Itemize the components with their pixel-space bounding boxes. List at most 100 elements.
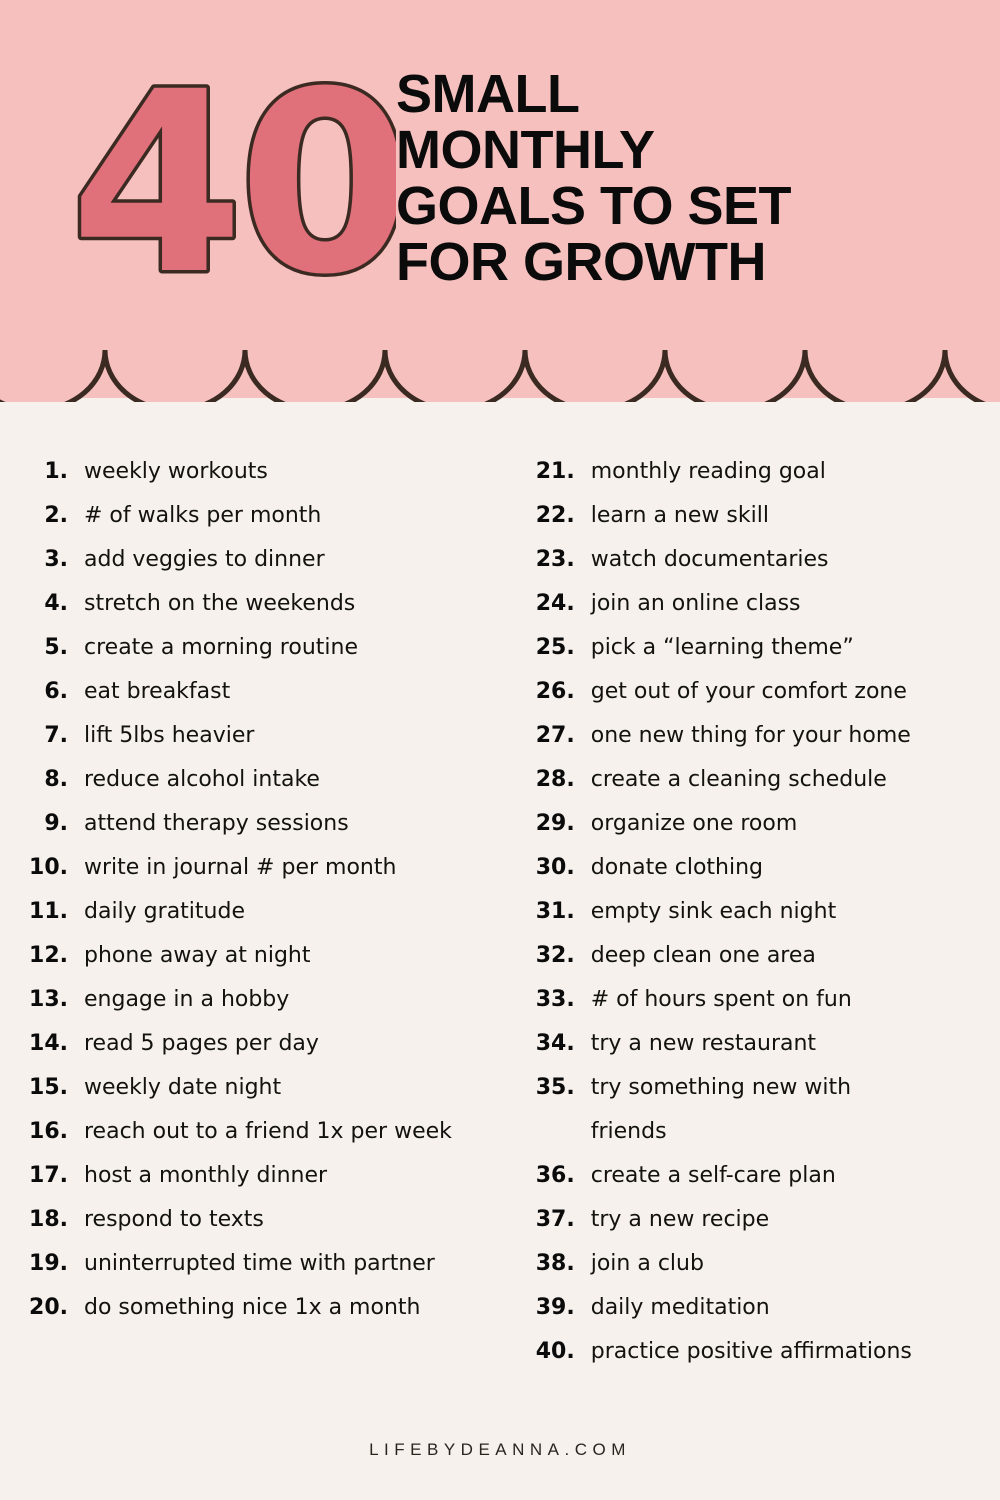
goal-label: respond to texts [84,1207,264,1232]
goal-number: 4. [44,591,68,616]
goal-item: 39. daily meditation [525,1286,1000,1330]
goal-label: watch documentaries [590,547,829,572]
footer-website[interactable]: LIFEBYDEANNA.COM [369,1440,631,1459]
goal-number: 7. [44,723,68,748]
title-line-4: FOR GROWTH [396,232,766,292]
goal-number: 12. [29,943,68,968]
header-banner: 40 SMALL MONTHLY GOALS TO SET FOR GROWTH [0,0,1000,402]
goal-label: weekly workouts [84,459,268,484]
big-number-40: 40 [66,62,397,312]
goal-number: 18. [29,1207,68,1232]
goal-item: 21. monthly reading goal [525,450,1000,494]
goal-number: 40. [535,1339,575,1364]
goal-item: 7. lift 5lbs heavier [18,714,509,758]
goal-item: 15. weekly date night [18,1066,509,1110]
goal-number: 20. [29,1295,68,1320]
goal-label: one new thing for your home [590,723,911,748]
goals-column-left: 1. weekly workouts 2. # of walks per month 3… [0,398,509,1330]
goal-item: 16. reach out to a friend 1x per week [18,1110,509,1154]
goal-label: learn a new skill [590,503,769,528]
goal-label: deep clean one area [590,943,816,968]
goal-label: try a new recipe [590,1207,770,1232]
goal-number: 34. [535,1031,575,1056]
goal-label: join a club [590,1251,704,1276]
goal-number: 32. [535,943,575,968]
goal-number: 6. [44,679,68,704]
goal-label: read 5 pages per day [84,1031,319,1056]
goal-item: 6. eat breakfast [18,670,509,714]
goal-number: 25. [535,635,575,660]
goal-label: create a cleaning schedule [590,767,887,792]
goal-item: 9. attend therapy sessions [18,802,509,846]
goal-label: uninterrupted time with partner [84,1251,435,1276]
goal-number: 10. [29,855,68,880]
goal-label: join an online class [590,591,801,616]
goal-item: 34. try a new restaurant [525,1022,1000,1066]
goal-item: 20. do something nice 1x a month [18,1286,509,1330]
title-line-3: GOALS TO SET [396,176,792,236]
goal-item: 1. weekly workouts [18,450,509,494]
goal-item: 18. respond to texts [18,1198,509,1242]
goals-column-right: 21. monthly reading goal 22. learn a new sk… [509,398,1000,1374]
goal-label: write in journal # per month [84,855,397,880]
goal-item: 5. create a morning routine [18,626,509,670]
goal-label: create a morning routine [84,635,358,660]
goal-label: stretch on the weekends [84,591,356,616]
goal-number: 1. [44,459,68,484]
goal-number: 8. [44,767,68,792]
goal-number: 3. [44,547,68,572]
goal-item: 19. uninterrupted time with partner [18,1242,509,1286]
goal-number: 27. [535,723,575,748]
goal-item: 14. read 5 pages per day [18,1022,509,1066]
goal-label: do something nice 1x a month [84,1295,421,1320]
goal-label: lift 5lbs heavier [84,723,255,748]
goal-label: eat breakfast [84,679,231,704]
goal-label: create a self-care plan [590,1163,836,1188]
goal-label: daily meditation [590,1295,770,1320]
goal-item: 38. join a club [525,1242,1000,1286]
goal-number: 24. [535,591,575,616]
goal-number: 30. [535,855,575,880]
big-number-glyph: 40 [70,62,396,312]
goal-label: get out of your comfort zone [590,679,907,704]
goal-item: 29. organize one room [525,802,1000,846]
goal-item: 23. watch documentaries [525,538,1000,582]
goal-label: # of walks per month [84,503,322,528]
scallop-divider [0,342,1000,402]
goal-item: 37. try a new recipe [525,1198,1000,1242]
goal-item: 28. create a cleaning schedule [525,758,1000,802]
goal-label: engage in a hobby [84,987,290,1012]
goal-number: 14. [29,1031,68,1056]
goal-item: 4. stretch on the weekends [18,582,509,626]
goal-label: add veggies to dinner [84,547,325,572]
goal-number: 2. [44,503,68,528]
goal-label: host a monthly dinner [84,1163,328,1188]
goal-label: practice positive affirmations [590,1339,912,1364]
goal-number: 17. [29,1163,68,1188]
goal-item: 13. engage in a hobby [18,978,509,1022]
goal-number: 39. [535,1295,575,1320]
goal-label: attend therapy sessions [84,811,349,836]
goal-label: try a new restaurant [590,1031,817,1056]
goal-label: daily gratitude [84,899,245,924]
goal-number: 29. [535,811,575,836]
goal-number: 33. [535,987,575,1012]
goal-number: 19. [29,1251,68,1276]
title-line-2: MONTHLY [396,120,655,180]
goal-number: 16. [29,1119,68,1144]
goal-item: 8. reduce alcohol intake [18,758,509,802]
goal-label: try something new with friends [590,1075,852,1144]
goal-number: 36. [535,1163,575,1188]
goal-number: 13. [29,987,68,1012]
goal-label: weekly date night [84,1075,282,1100]
goal-item: 22. learn a new skill [525,494,1000,538]
goal-item: 32. deep clean one area [525,934,1000,978]
goal-item: 35. try something new with friends [525,1066,1000,1154]
goal-label: organize one room [590,811,798,836]
goal-number: 5. [44,635,68,660]
goal-item: 3. add veggies to dinner [18,538,509,582]
goal-number: 31. [535,899,575,924]
goal-item: 10. write in journal # per month [18,846,509,890]
goal-number: 37. [535,1207,575,1232]
goal-label: empty sink each night [590,899,837,924]
